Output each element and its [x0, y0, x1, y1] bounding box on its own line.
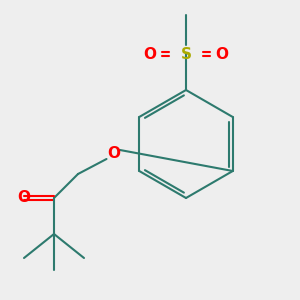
Text: O: O: [143, 46, 157, 62]
Text: O: O: [17, 190, 31, 206]
Text: S: S: [181, 46, 191, 62]
Text: O: O: [107, 146, 121, 160]
Text: O: O: [215, 46, 229, 62]
